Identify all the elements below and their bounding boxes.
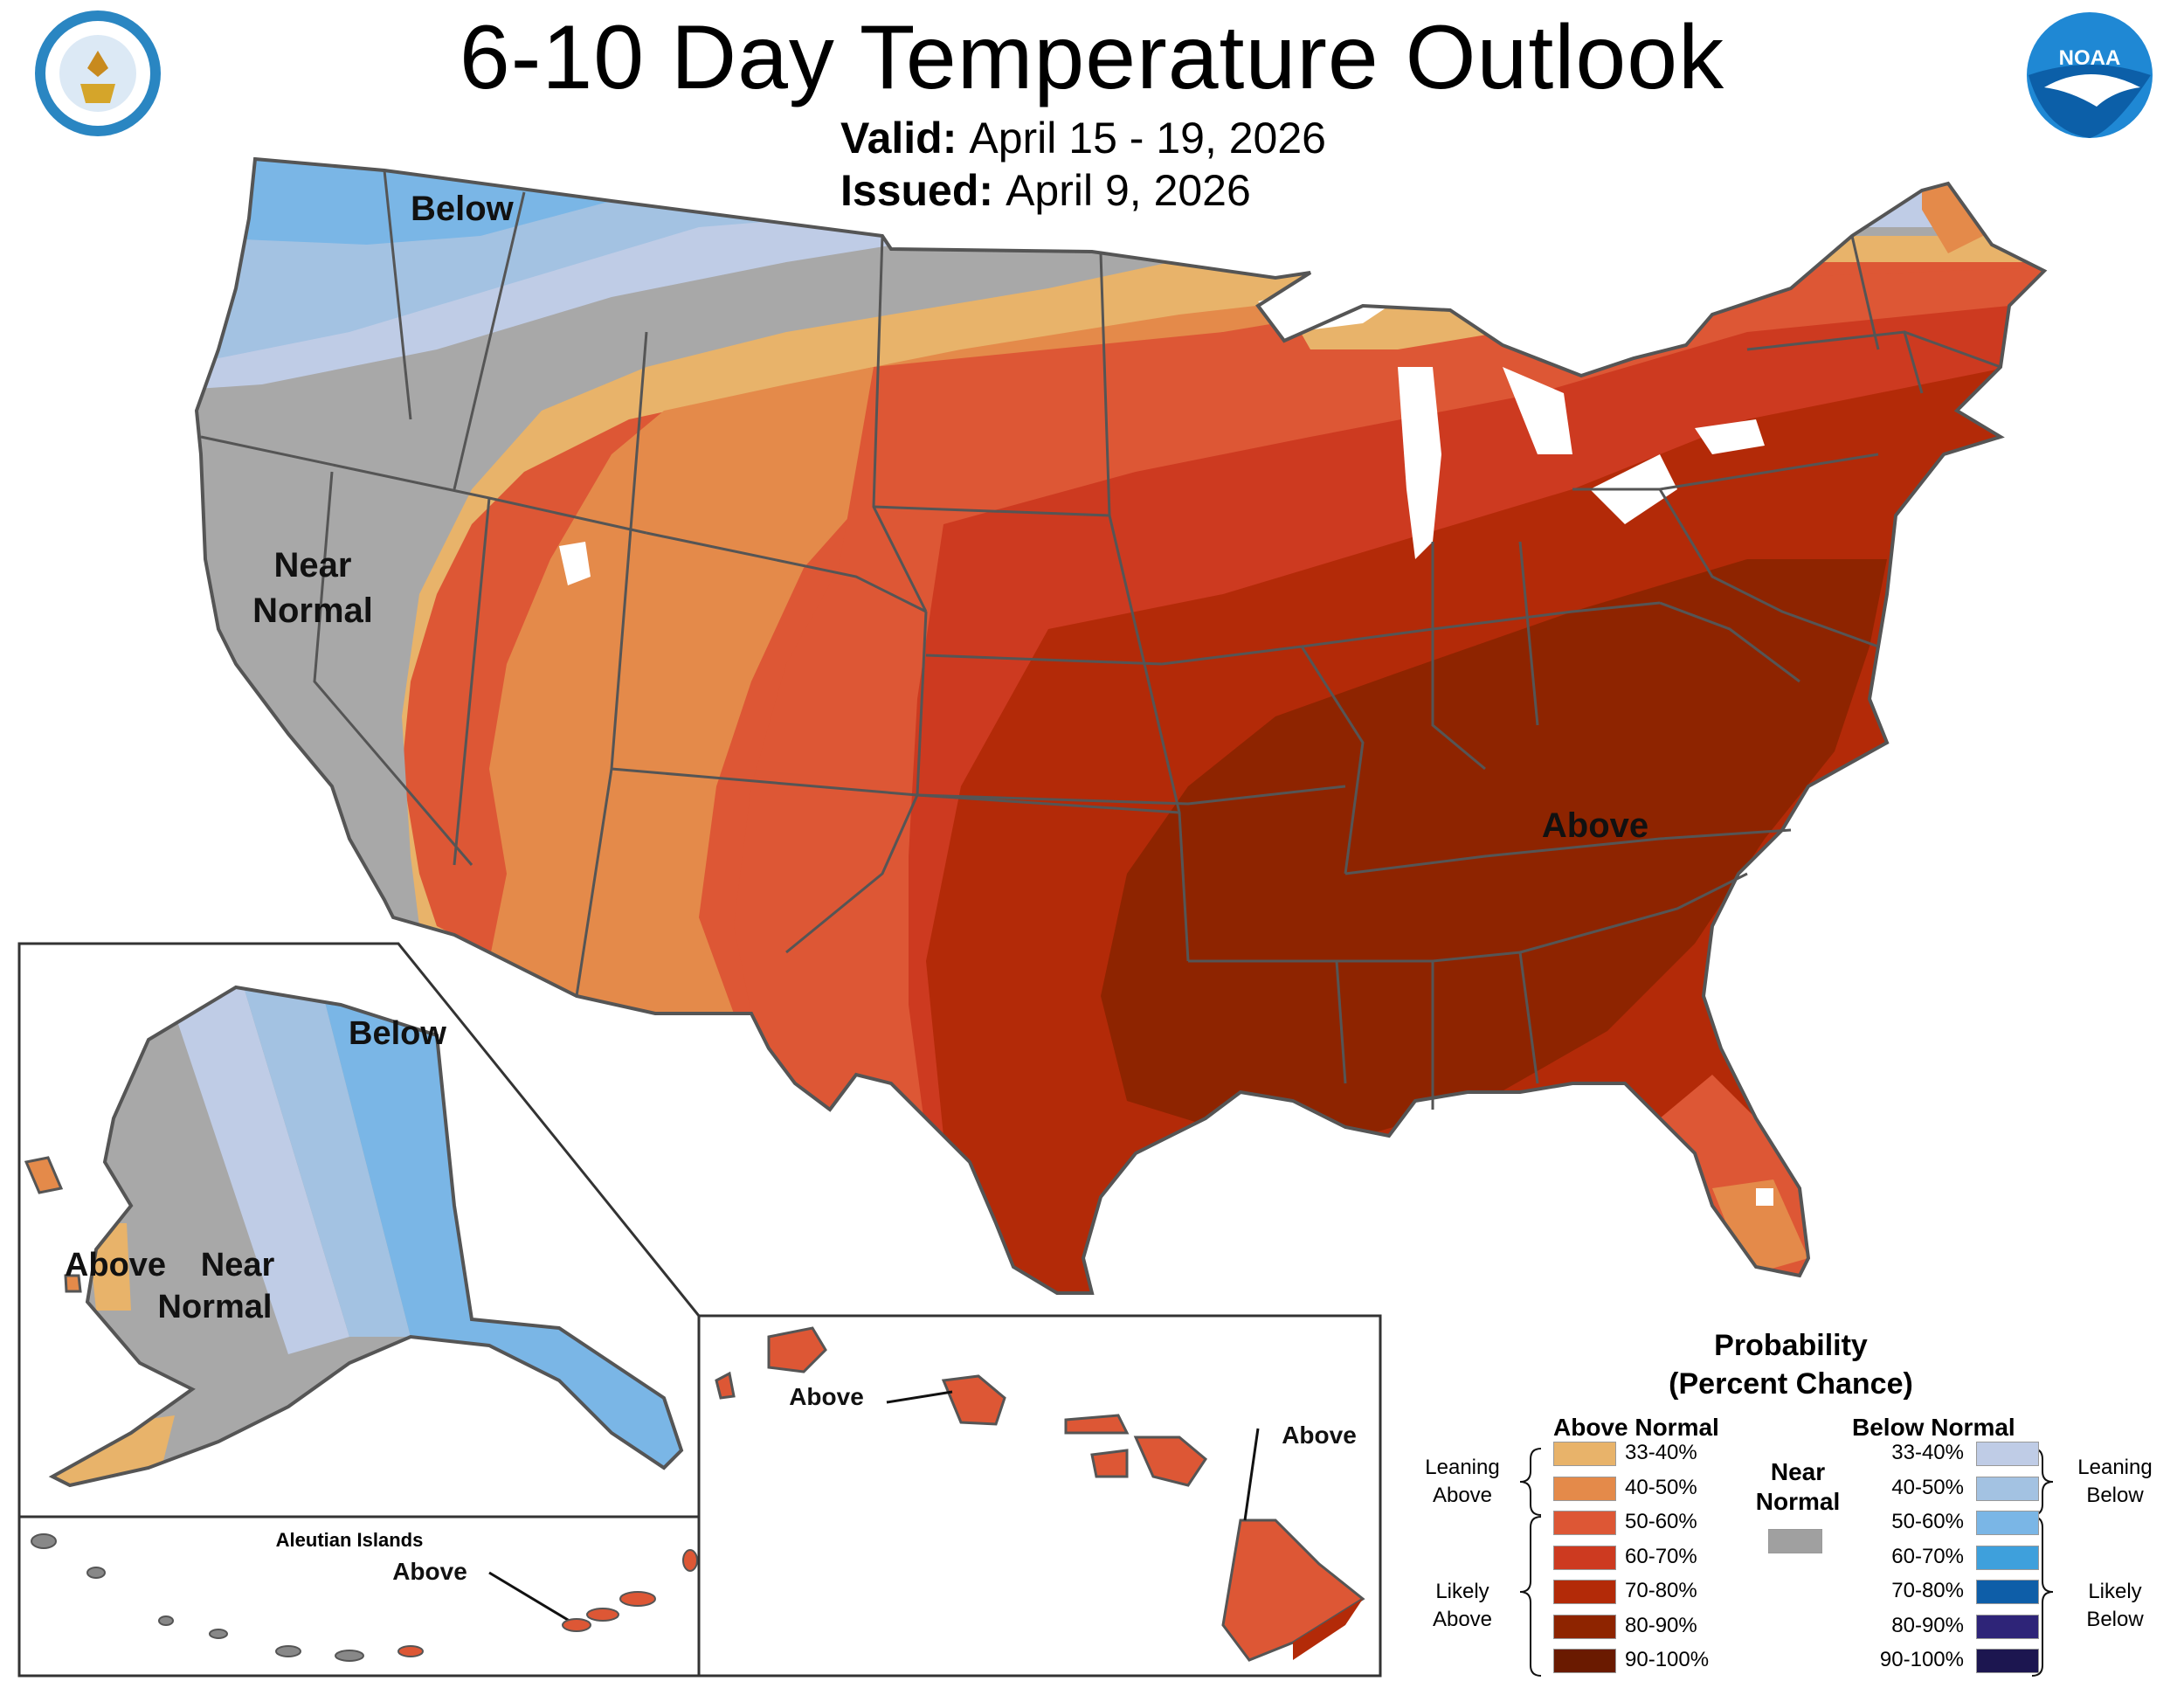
leaning-below-line2: Below [2086,1484,2144,1507]
legend-below-swatch [1976,1580,2039,1604]
conus-outline [194,156,2048,1295]
legend-below-swatch [1976,1614,2039,1639]
legend-below-range-label: 40-50% [1891,1475,1964,1499]
conus-near-normal-label-1: Near [274,546,352,585]
leaning-below-line1: Leaning [2077,1456,2153,1479]
issued-date: April 9, 2026 [1006,166,1251,215]
legend-below-swatch [1976,1545,2039,1570]
state-boundaries [200,169,2001,1110]
legend-below-header: Below Normal [1852,1414,2015,1441]
legend-below-range-label: 50-60% [1891,1510,1964,1533]
legend-below-range-label: 80-90% [1891,1613,1964,1637]
leaning-above-line1: Leaning [1425,1456,1500,1479]
legend-above-range-label: 70-80% [1625,1579,1697,1602]
legend-leaning-above: Leaning Above [1410,1454,1515,1510]
noaa-logo-icon: NOAA [2027,12,2153,138]
legend-below-range-label: 33-40% [1891,1441,1964,1464]
aleutian-title: Aleutian Islands [276,1529,424,1551]
valid-dates: April 15 - 19, 2026 [969,114,1326,163]
legend-above-swatch [1553,1442,1616,1466]
conus-above-label: Above [1542,806,1648,845]
legend-above-range-label: 33-40% [1625,1441,1697,1464]
legend-near-normal-swatch [1768,1529,1822,1553]
legend-above-swatch [1553,1580,1616,1604]
legend-above-range-label: 80-90% [1625,1613,1697,1637]
alaska-below-label: Below [349,1015,446,1052]
legend-below-swatch [1976,1442,2039,1466]
legend-above-range-label: 60-70% [1625,1544,1697,1568]
issued-label: Issued: [840,166,994,215]
legend-near-normal-label: Near Normal [1745,1457,1850,1517]
legend-near-line2: Normal [1755,1488,1841,1515]
legend-leaning-below: Leaning Below [2058,1454,2172,1510]
conus-near-normal-label-2: Normal [252,591,373,630]
hawaii-above-label-right: Above [1282,1422,1357,1449]
legend-above-swatch [1553,1649,1616,1673]
legend-above-swatch [1553,1545,1616,1570]
alaska-inset: Below Above Near Normal [17,942,701,1519]
legend-above-header: Above Normal [1553,1414,1719,1441]
hawaii-inset: Above Above [697,1314,1382,1678]
legend-below-swatch [1976,1476,2039,1501]
legend-above-swatch [1553,1614,1616,1639]
department-of-commerce-seal-icon [35,10,161,136]
valid-label: Valid: [840,114,957,163]
legend-below-swatch [1976,1649,2039,1673]
likely-below-line1: Likely [2088,1580,2142,1603]
legend-braces [1519,1448,2054,1677]
legend-below-range-label: 70-80% [1891,1579,1964,1602]
legend-above-range-label: 90-100% [1625,1648,1710,1671]
legend-below-range-label: 90-100% [1879,1648,1964,1671]
legend-below-range-label: 60-70% [1891,1544,1964,1568]
aleutian-inset: Aleutian Islands Above [17,1515,701,1678]
likely-above-line2: Above [1432,1608,1493,1631]
hawaii-above-label-left: Above [789,1383,864,1410]
noaa-logo-text: NOAA [2059,46,2121,70]
legend-below-swatch [1976,1511,2039,1535]
valid-row: Valid: April 15 - 19, 2026 [840,112,1326,164]
alaska-near-normal-label-1: Near [201,1247,275,1283]
alaska-near-normal-label-2: Normal [158,1289,273,1325]
legend-likely-above: Likely Above [1410,1578,1515,1634]
legend-near-line1: Near [1770,1458,1826,1485]
likely-below-line2: Below [2086,1608,2144,1631]
issued-row: Issued: April 9, 2026 [840,164,1251,217]
legend-title-line1: Probability [1714,1329,1868,1362]
legend-likely-below: Likely Below [2058,1578,2172,1634]
legend-above-range-label: 50-60% [1625,1510,1697,1533]
legend-above-swatch [1553,1511,1616,1535]
alaska-above-label: Above [65,1247,166,1283]
legend-above-swatch [1553,1476,1616,1501]
aleutian-above-label: Above [392,1558,467,1585]
page-title: 6-10 Day Temperature Outlook [459,7,1725,108]
leaning-above-line2: Above [1432,1484,1493,1507]
legend-above-range-label: 40-50% [1625,1475,1697,1499]
legend-title-line2: (Percent Chance) [1669,1367,1913,1401]
likely-above-line1: Likely [1435,1580,1489,1603]
conus-below-label: Below [411,190,515,228]
